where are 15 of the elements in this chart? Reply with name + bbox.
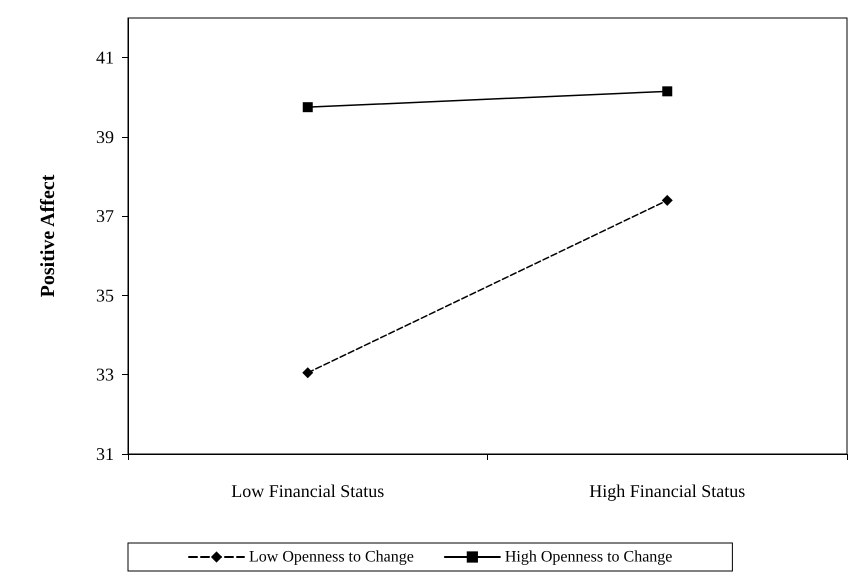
point (662, 194, 673, 206)
y-tick-label: 39 (96, 126, 114, 147)
x-tick-label: Low Financial Status (231, 481, 384, 501)
y-axis-title: Positive Affect (37, 174, 59, 298)
point (302, 367, 314, 378)
x-tick-label: High Financial Status (589, 481, 746, 501)
y-tick-label: 31 (96, 444, 114, 464)
legend-label: High Openness to Change (504, 548, 672, 566)
y-tick-label: 37 (96, 206, 114, 226)
y-tick-label: 35 (96, 285, 114, 306)
y-tick-label: 33 (96, 364, 114, 385)
point (302, 102, 313, 112)
legend-label: Low Openness to Change (249, 548, 414, 566)
y-tick-label: 41 (96, 48, 114, 68)
point (662, 86, 672, 96)
